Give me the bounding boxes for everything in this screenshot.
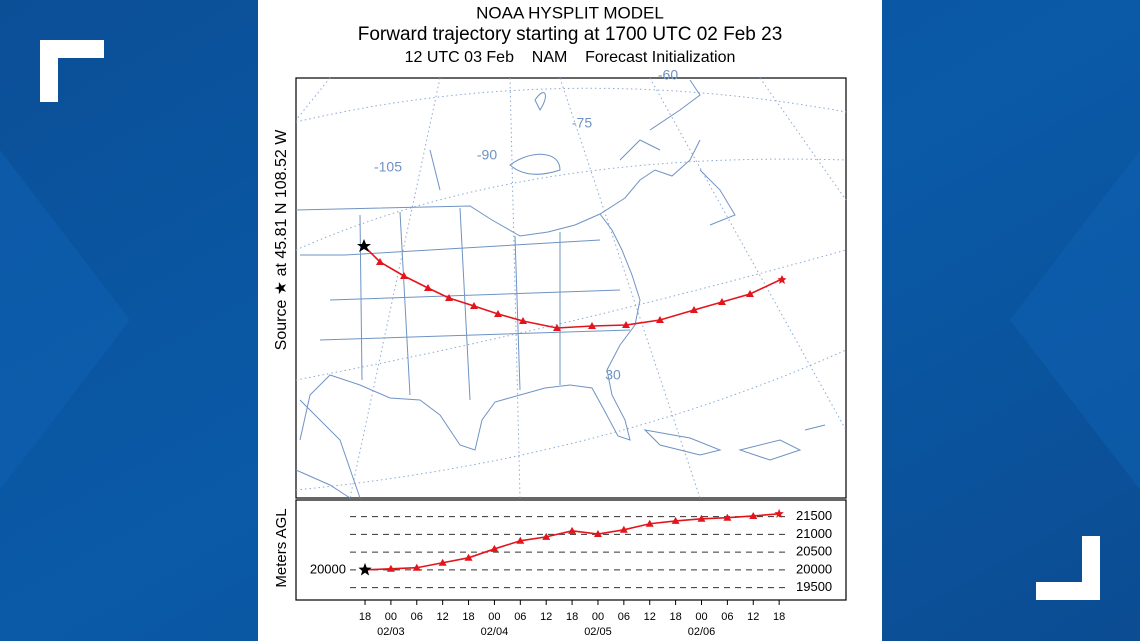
point-marker: [464, 553, 473, 561]
bg-shape: [1010, 150, 1140, 490]
y-tick-label: 20000: [796, 561, 832, 576]
point-marker: [619, 525, 628, 533]
geography: [295, 79, 826, 499]
x-tick-label: 00: [592, 611, 604, 623]
source-label: Source ★ at 45.81 N 108.52 W: [273, 129, 290, 351]
y-tick-label: 21500: [796, 508, 832, 523]
height-frame: [295, 499, 847, 601]
date-label: 02/04: [481, 626, 509, 638]
x-tick-label: 00: [488, 611, 500, 623]
x-tick-label: 06: [618, 611, 630, 623]
graticule-label: -90: [477, 147, 497, 163]
point-marker: [645, 519, 654, 527]
point-marker: [386, 564, 395, 572]
x-tick-label: 06: [411, 611, 423, 623]
x-tick-label: 06: [721, 611, 733, 623]
graticule-label: -75: [572, 115, 592, 131]
x-tick-label: 00: [695, 611, 707, 623]
subtitle: Forward trajectory starting at 1700 UTC …: [358, 24, 783, 45]
point-marker: [749, 511, 758, 519]
point-marker: [593, 530, 602, 538]
start-marker: [358, 562, 372, 576]
x-tick-label: 12: [540, 611, 552, 623]
bg-shape: [0, 150, 130, 490]
point-marker: [671, 516, 680, 524]
date-label: 02/06: [688, 626, 716, 638]
point-marker: [568, 526, 577, 534]
x-tick-label: 12: [747, 611, 759, 623]
x-tick-label: 18: [462, 611, 474, 623]
map-frame: [295, 77, 847, 499]
point-marker: [697, 514, 706, 522]
point-marker: [723, 513, 732, 521]
title: NOAA HYSPLIT MODEL: [476, 3, 664, 22]
corner-bracket: [1036, 536, 1100, 600]
y-axis-label: Meters AGL: [273, 508, 290, 587]
map: -105 -90 -75 -60 30 Source ★ at 45.81 N …: [273, 67, 847, 499]
x-tick-label: 12: [437, 611, 449, 623]
graticule-label: -60: [658, 67, 678, 83]
x-tick-label: 06: [514, 611, 526, 623]
point-marker: [438, 558, 447, 566]
date-label: 02/05: [584, 626, 612, 638]
point-marker: [516, 536, 525, 544]
corner-bracket: [40, 40, 104, 102]
end-marker: [774, 508, 784, 518]
meta: 12 UTC 03 Feb NAM Forecast Initializatio…: [405, 49, 736, 66]
map-trajectory: [357, 239, 787, 331]
graticule: [295, 77, 847, 499]
x-tick-label: 12: [644, 611, 656, 623]
x-tick-label: 18: [359, 611, 371, 623]
x-tick-label: 18: [773, 611, 785, 623]
point-marker: [412, 563, 421, 571]
start-label: 20000: [310, 561, 346, 576]
y-tick-label: 19500: [796, 579, 832, 594]
y-tick-label: 20500: [796, 544, 832, 559]
x-tick-label: 18: [566, 611, 578, 623]
date-label: 02/03: [377, 626, 405, 638]
x-tick-label: 00: [385, 611, 397, 623]
point-marker: [542, 532, 551, 540]
graticule-label: 30: [605, 367, 621, 383]
y-tick-label: 21000: [796, 526, 832, 541]
graticule-label: -105: [374, 159, 402, 175]
x-tick-label: 18: [669, 611, 681, 623]
point-marker: [490, 544, 499, 552]
